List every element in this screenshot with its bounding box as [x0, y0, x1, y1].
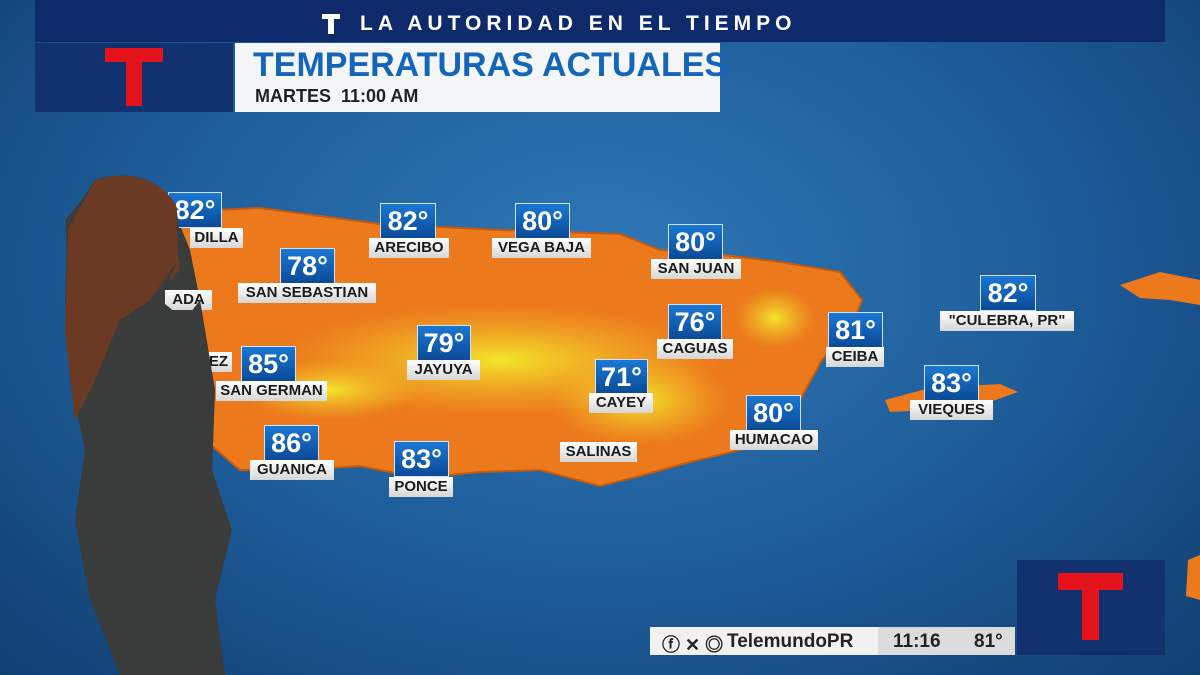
station-label: CAYEY — [589, 393, 653, 413]
temperature: 76° — [668, 304, 722, 340]
island — [1120, 272, 1200, 305]
heat-zone — [735, 288, 815, 348]
station-label: SAN GERMAN — [216, 381, 327, 401]
temperature: 81° — [828, 312, 883, 348]
station-label: GUANICA — [250, 460, 334, 480]
temperature: 80° — [515, 203, 570, 239]
temperature: 82° — [168, 192, 222, 228]
banner-title: LA AUTORIDAD EN EL TIEMPO — [360, 12, 797, 35]
station-label: "CULEBRA, PR" — [940, 311, 1074, 331]
station-label: SAN JUAN — [651, 259, 741, 279]
station-label: SAN SEBASTIAN — [238, 283, 376, 303]
footer-handle: TelemundoPR — [727, 631, 854, 652]
header-title: TEMPERATURAS ACTUALES — [253, 46, 728, 84]
logo — [105, 48, 163, 106]
header-panel — [235, 43, 720, 112]
footer-time: 11:16 — [893, 631, 941, 652]
temperature: 86° — [264, 425, 319, 461]
temperature: 82° — [980, 275, 1036, 311]
station-label: PONCE — [389, 477, 453, 497]
station-label: HUMACAO — [730, 430, 818, 450]
small-logo — [322, 14, 340, 34]
header-subtitle: MARTES 11:00 AM — [255, 86, 419, 106]
footer-temp: 81° — [974, 631, 1003, 652]
banner-bar — [35, 0, 1165, 42]
station-label: CAGUAS — [657, 339, 733, 359]
presenter-hair — [65, 175, 178, 420]
temperature: 71° — [595, 359, 648, 395]
station-label: ARECIBO — [369, 238, 449, 258]
temperature: 85° — [241, 346, 296, 382]
social-icons: ⓕ ✕ ◎ — [662, 635, 724, 655]
temperature: 80° — [746, 395, 801, 431]
temperature: 80° — [668, 224, 723, 260]
station-label: DILLA — [190, 228, 243, 248]
station-label: VEGA BAJA — [492, 238, 591, 258]
station-label: SALINAS — [560, 442, 637, 462]
island — [1186, 555, 1200, 600]
station-label: CEIBA — [826, 347, 884, 367]
temperature: 83° — [394, 441, 449, 477]
temperature: 83° — [924, 365, 979, 401]
station-label: JAYUYA — [407, 360, 480, 380]
station-label: VIEQUES — [910, 400, 993, 420]
logo — [1058, 573, 1123, 640]
temperature: 82° — [380, 203, 436, 239]
station-label: EZ — [205, 352, 232, 372]
footer-time-box — [878, 627, 1015, 655]
